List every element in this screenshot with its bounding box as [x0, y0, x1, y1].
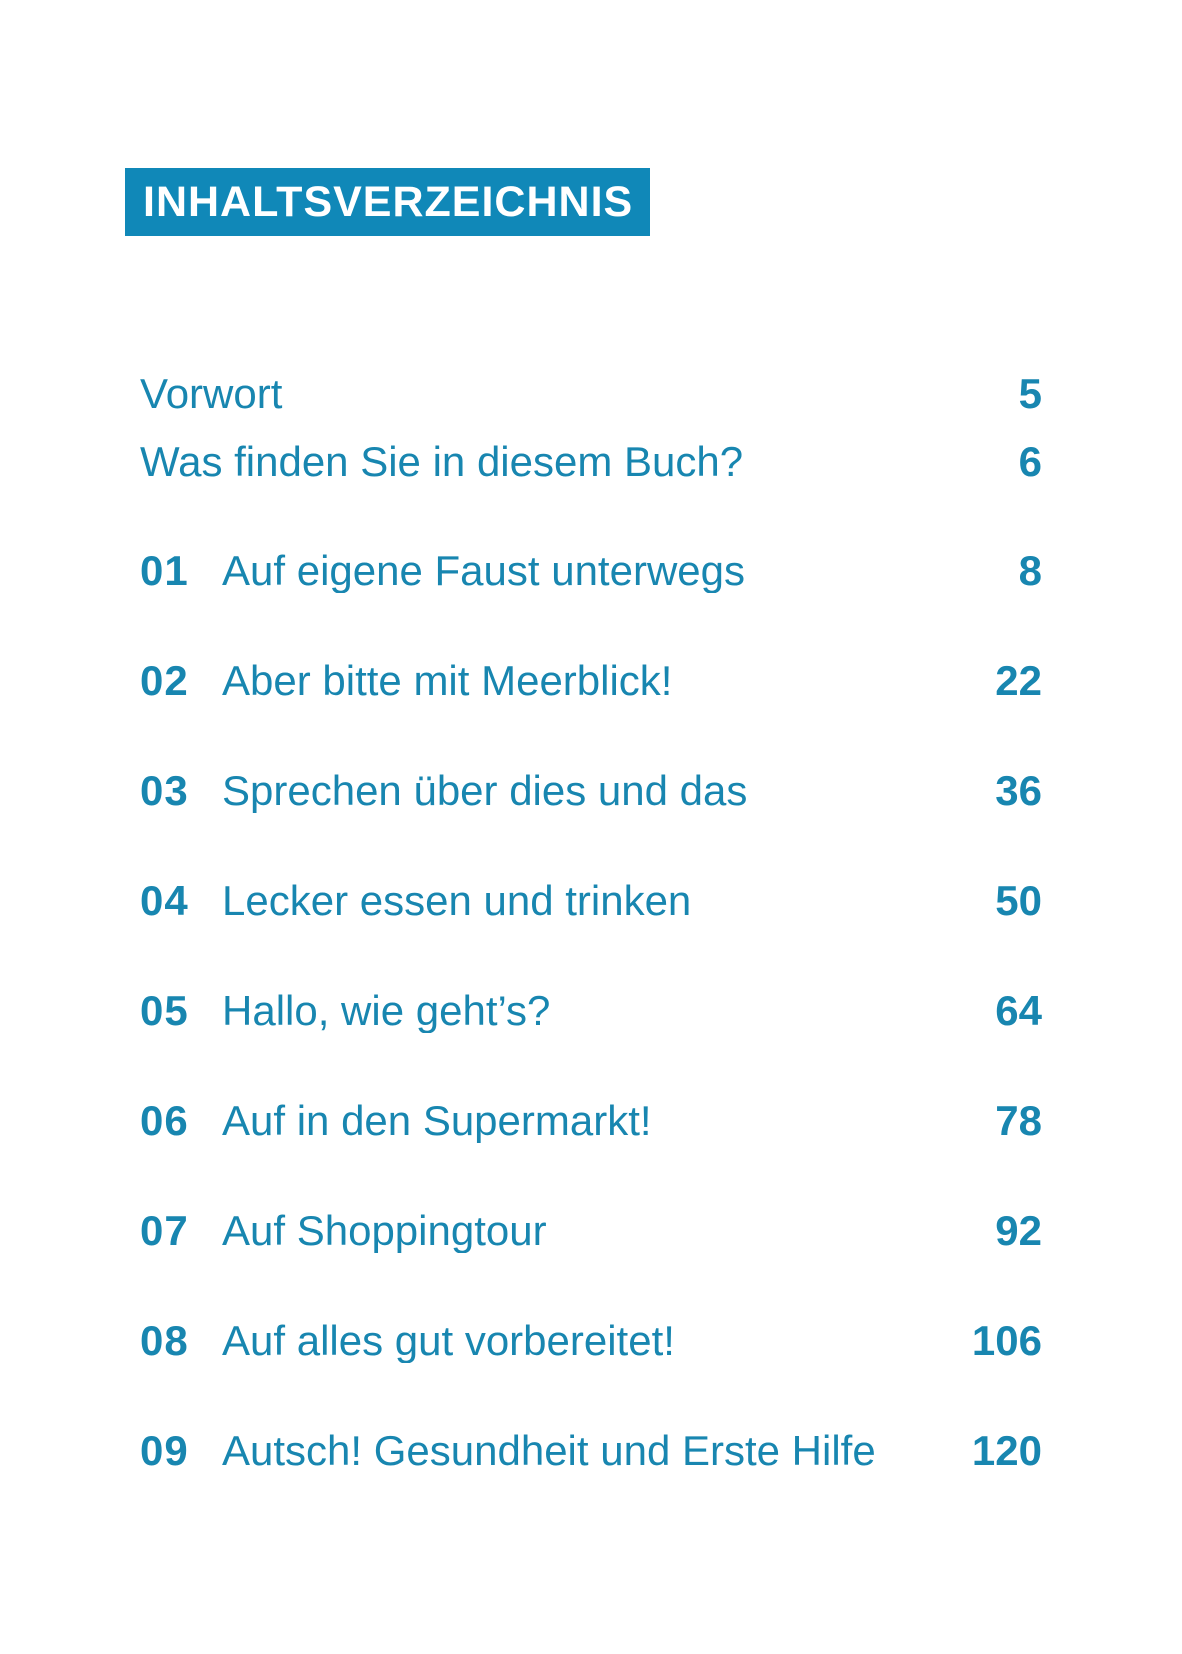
- entry-page-number: 120: [971, 1427, 1042, 1474]
- toc-entry-chapter-07: 07 Auf Shoppingtour 92: [140, 1209, 1042, 1253]
- entry-page-number: 50: [995, 877, 1042, 924]
- entry-title: Auf Shoppingtour: [222, 1209, 547, 1253]
- chapter-number: 02: [140, 657, 189, 704]
- toc-entry-was-finden: Was finden Sie in diesem Buch? 6: [140, 440, 1042, 484]
- entry-title: Auf alles gut vorbereitet!: [222, 1319, 675, 1363]
- entry-page-number: 6: [1018, 438, 1042, 485]
- toc-entry-chapter-06: 06 Auf in den Supermarkt! 78: [140, 1099, 1042, 1143]
- entry-page-number: 36: [995, 767, 1042, 814]
- entry-page-number: 78: [995, 1097, 1042, 1144]
- entry-title: Auf in den Supermarkt!: [222, 1099, 652, 1143]
- toc-entry-chapter-05: 05 Hallo, wie geht’s? 64: [140, 989, 1042, 1033]
- toc-entry-chapter-04: 04 Lecker essen und trinken 50: [140, 879, 1042, 923]
- entry-title: Lecker essen und trinken: [222, 879, 692, 923]
- entry-page-number: 64: [995, 987, 1042, 1034]
- chapter-number: 09: [140, 1427, 189, 1474]
- entry-page-number: 22: [995, 657, 1042, 704]
- chapter-number: 06: [140, 1097, 189, 1144]
- toc-entry-vorwort: Vorwort 5: [140, 372, 1042, 416]
- toc-entry-chapter-03: 03 Sprechen über dies und das 36: [140, 769, 1042, 813]
- chapter-number: 01: [140, 547, 189, 594]
- entry-title: Hallo, wie geht’s?: [222, 989, 551, 1033]
- entry-title: Sprechen über dies und das: [222, 769, 748, 813]
- toc-entry-chapter-09: 09 Autsch! Gesundheit und Erste Hilfe 12…: [140, 1429, 1042, 1473]
- chapter-number: 04: [140, 877, 189, 924]
- entry-title: Vorwort: [140, 372, 283, 416]
- entry-title: Auf eigene Faust unterwegs: [222, 549, 745, 593]
- entry-page-number: 5: [1018, 370, 1042, 417]
- entry-page-number: 8: [1018, 547, 1042, 594]
- page-title: INHALTSVERZEICHNIS: [125, 168, 651, 236]
- chapter-number: 08: [140, 1317, 189, 1364]
- entry-title: Was finden Sie in diesem Buch?: [140, 440, 744, 484]
- toc-entry-chapter-01: 01 Auf eigene Faust unterwegs 8: [140, 549, 1042, 593]
- entry-title: Aber bitte mit Meerblick!: [222, 659, 673, 703]
- chapter-number: 07: [140, 1207, 189, 1254]
- entry-title: Autsch! Gesundheit und Erste Hilfe: [222, 1429, 876, 1473]
- toc-entry-chapter-08: 08 Auf alles gut vorbereitet! 106: [140, 1319, 1042, 1363]
- entry-page-number: 106: [971, 1317, 1042, 1364]
- chapter-number: 03: [140, 767, 189, 814]
- chapter-number: 05: [140, 987, 189, 1034]
- entry-page-number: 92: [995, 1207, 1042, 1254]
- toc-entry-chapter-02: 02 Aber bitte mit Meerblick! 22: [140, 659, 1042, 703]
